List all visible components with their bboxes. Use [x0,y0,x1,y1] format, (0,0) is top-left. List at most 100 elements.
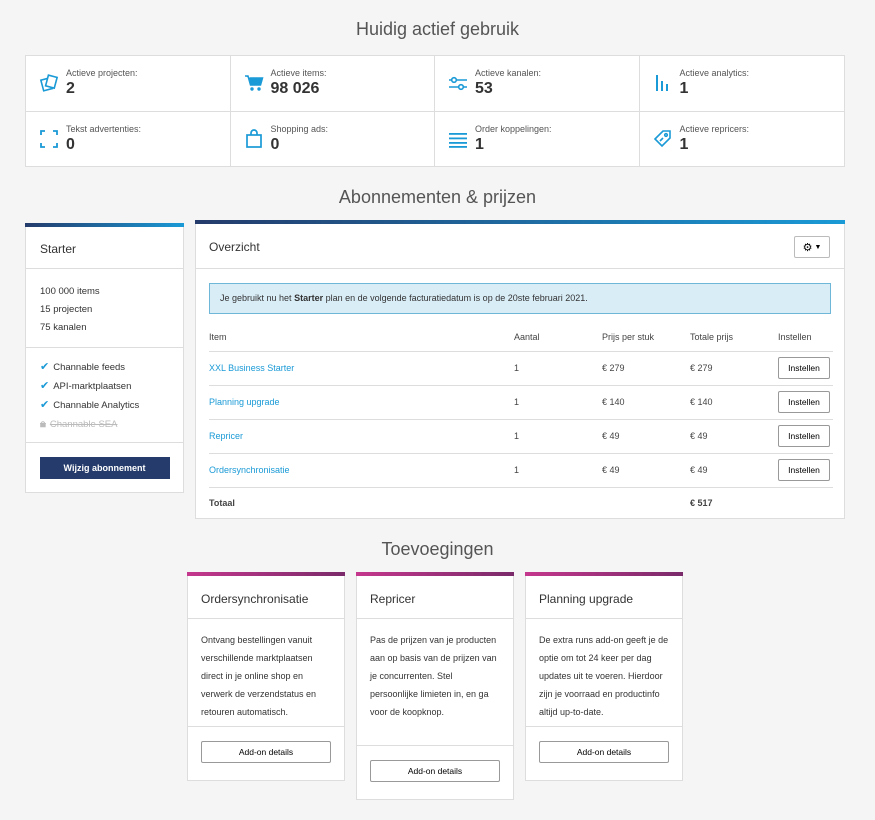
col-qty: Aantal [514,324,602,352]
item-qty: 1 [514,419,602,454]
item-total-price: € 49 [690,453,778,488]
overview-title: Overzicht [209,240,260,254]
table-row: Repricer 1 € 49 € 49 Instellen [209,419,833,454]
item-unit-price: € 49 [602,453,690,488]
subscription-table: Item Aantal Prijs per stuk Totale prijs … [209,324,833,519]
total-label: Totaal [209,498,235,509]
item-qty: 1 [514,351,602,386]
item-qty: 1 [514,385,602,420]
addon-title: Planning upgrade [526,576,682,619]
item-total-price: € 49 [690,419,778,454]
plans-section-title: Abonnementen & prijzen [338,187,537,207]
stat-value: 1 [679,80,689,97]
item-link[interactable]: Planning upgrade [209,385,514,420]
item-link[interactable]: Ordersynchronisatie [209,453,514,488]
item-unit-price: € 49 [602,419,690,454]
plan-name: Starter [26,227,183,269]
addon-card-planning-upgrade: Planning upgrade De extra runs add-on ge… [525,572,683,781]
stat-label: Order koppelingen: [475,124,552,134]
addon-description: De extra runs add-on geeft je de optie o… [526,619,682,727]
stat-label: Actieve kanalen: [475,68,542,78]
addon-details-button[interactable]: Add-on details [201,741,331,763]
plan-card: Starter 100 000 items 15 projecten 75 ka… [25,223,184,493]
addon-description: Pas de prijzen van je producten aan op b… [357,619,513,746]
change-subscription-button[interactable]: Wijzig abonnement [39,457,170,479]
check-icon: ✔ [40,380,50,392]
stat-active-analytics: Actieve analytics: 1 [639,56,844,112]
col-settings: Instellen [778,324,833,352]
addon-title: Ordersynchronisatie [188,576,344,619]
plan-limit-projects: 15 projecten [40,304,93,315]
configure-button[interactable]: Instellen [778,459,830,481]
addons-section-title: Toevoegingen [381,539,494,559]
overview-header: Overzicht ⚙ ▼ [196,224,844,269]
col-item: Item [209,324,514,352]
table-row: XXL Business Starter 1 € 279 € 279 Inste… [209,351,833,386]
addon-card-ordersync: Ordersynchronisatie Ontvang bestellingen… [187,572,345,781]
list-icon [447,128,469,150]
bar-chart-icon [652,72,674,94]
stat-value: 1 [679,136,689,153]
stat-label: Tekst advertenties: [66,124,142,134]
stat-active-projects: Actieve projecten: 2 [26,56,231,112]
configure-button[interactable]: Instellen [778,425,830,447]
feature-label: Channable Analytics [53,400,140,411]
stat-order-connections: Order koppelingen: 1 [435,112,640,167]
shopping-bag-icon [243,128,265,150]
price-tag-icon [652,128,674,150]
feature-item: ✔ Channable Analytics [40,396,169,415]
check-icon: ✔ [40,361,50,373]
projects-icon [38,72,60,94]
alert-text-prefix: Je gebruikt nu het [220,293,295,303]
feature-label: Channable feeds [53,362,126,373]
stat-value: 0 [270,136,280,153]
sliders-icon [447,72,469,94]
stat-text-ads: Tekst advertenties: 0 [26,112,231,167]
plan-limit-channels: 75 kanalen [40,322,87,333]
table-row: Ordersynchronisatie 1 € 49 € 49 Instelle… [209,453,833,488]
stat-label: Actieve repricers: [679,124,750,134]
usage-section-title: Huidig actief gebruik [355,19,520,39]
stat-label: Actieve analytics: [679,68,750,78]
configure-button[interactable]: Instellen [778,391,830,413]
addon-details-button[interactable]: Add-on details [539,741,669,763]
stat-label: Actieve projecten: [66,68,138,78]
plan-limit-items: 100 000 items [40,286,100,297]
table-row: Planning upgrade 1 € 140 € 140 Instellen [209,385,833,420]
cart-icon [243,72,265,94]
item-total-price: € 140 [690,385,778,420]
feature-label: API-marktplaatsen [53,381,132,392]
stat-value: 2 [66,80,75,97]
billing-info-alert: Je gebruikt nu het Starter plan en de vo… [209,283,831,314]
feature-item: ✔ API-marktplaatsen [40,377,169,396]
stat-shopping-ads: Shopping ads: 0 [231,112,435,167]
plan-limits: 100 000 items 15 projecten 75 kanalen [26,269,183,348]
stat-value: 53 [475,80,493,97]
item-qty: 1 [514,453,602,488]
stat-value: 1 [475,136,484,153]
alert-text-suffix: plan en de volgende facturatiedatum is o… [323,293,588,303]
addon-description: Ontvang bestellingen vanuit verschillend… [188,619,344,727]
item-total-price: € 279 [690,351,778,386]
addon-card-repricer: Repricer Pas de prijzen van je producten… [356,572,514,800]
total-row: Totaal € 517 [209,487,833,519]
stat-value: 98 026 [270,80,320,97]
stat-active-channels: Actieve kanalen: 53 [435,56,640,112]
usage-grid: Actieve projecten: 2 Actieve items: 98 0… [25,55,845,167]
gear-icon: ⚙ [802,241,813,254]
stat-label: Shopping ads: [270,124,329,134]
lock-icon: 🔒︎ [40,418,46,430]
settings-dropdown-button[interactable]: ⚙ ▼ [794,236,830,258]
item-unit-price: € 140 [602,385,690,420]
col-total-price: Totale prijs [690,324,778,352]
stat-active-repricers: Actieve repricers: 1 [640,112,845,167]
feature-label: Channable SEA [49,419,118,430]
addon-details-button[interactable]: Add-on details [370,760,500,782]
caret-down-icon: ▼ [814,243,822,251]
configure-button[interactable]: Instellen [778,357,830,379]
table-header: Item Aantal Prijs per stuk Totale prijs … [209,324,833,352]
feature-item-disabled: 🔒︎ Channable SEA [40,415,169,434]
item-link[interactable]: Repricer [209,419,514,454]
item-link[interactable]: XXL Business Starter [209,351,514,386]
feature-item: ✔ Channable feeds [40,358,169,377]
